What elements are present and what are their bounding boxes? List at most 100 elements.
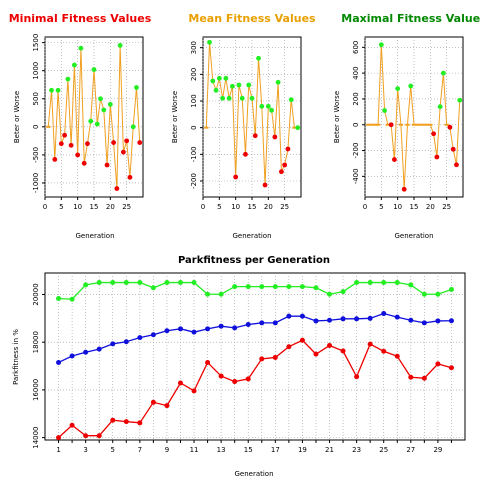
parkfitness-point xyxy=(123,280,129,286)
parkfitness-point xyxy=(394,353,400,359)
max-fitness-y-ticks: -400 -200 0 200 400 600 xyxy=(352,41,365,184)
min-fitness-point xyxy=(137,140,143,145)
max-fitness-point xyxy=(388,122,394,128)
parkfitness-xtick-label: 27 xyxy=(406,446,415,454)
max-fitness-point xyxy=(450,146,456,152)
parkfitness-point xyxy=(299,313,305,319)
mean-fitness-ytick-label: 100 xyxy=(190,94,198,107)
mean-fitness-xtick-label: 5 xyxy=(217,203,221,211)
min-fitness-xtick-label: 10 xyxy=(73,203,82,211)
parkfitness-title: Parkfitness per Generation xyxy=(178,255,330,266)
min-fitness-ytick-label: 0 xyxy=(32,125,40,129)
min-fitness-point xyxy=(117,43,123,48)
min-fitness-ytick-label: -500 xyxy=(32,147,40,163)
mean-fitness-point xyxy=(213,87,219,93)
parkfitness-point xyxy=(435,318,441,324)
max-fitness-xtick-label: 25 xyxy=(442,203,451,211)
parkfitness-point xyxy=(232,284,238,290)
mean-fitness-point xyxy=(292,126,297,129)
max-fitness-point xyxy=(457,97,463,103)
parkfitness-point xyxy=(327,317,333,323)
max-fitness-point xyxy=(444,123,449,126)
max-fitness-xtick-label: 0 xyxy=(363,203,367,211)
parkfitness-point xyxy=(110,417,116,423)
parkfitness-point xyxy=(381,311,387,317)
mean-fitness-point xyxy=(243,151,248,157)
mean-fitness-point xyxy=(265,103,271,109)
max-fitness-point xyxy=(385,123,391,126)
min-fitness-xtick-label: 5 xyxy=(59,203,63,211)
parkfitness-point xyxy=(367,315,373,321)
max-fitness-point xyxy=(441,70,446,76)
min-fitness-point xyxy=(94,121,100,127)
min-fitness-line xyxy=(47,45,141,189)
parkfitness-series-line xyxy=(58,281,452,300)
parkfitness-point xyxy=(83,349,89,355)
mean-fitness-gridlines xyxy=(202,37,301,197)
parkfitness-point xyxy=(259,356,265,362)
mean-fitness-point xyxy=(288,97,294,103)
parkfitness-point xyxy=(408,374,414,380)
mean-fitness-point xyxy=(223,75,229,81)
min-fitness-point xyxy=(104,162,110,168)
max-fitness-markers xyxy=(366,42,463,192)
min-fitness-point xyxy=(72,62,77,68)
parkfitness-point xyxy=(272,354,278,360)
min-fitness-y-label: Beter or Worse xyxy=(13,91,21,143)
mean-fitness-ytick-label: 200 xyxy=(190,68,198,81)
max-fitness-ytick-label: -400 xyxy=(352,168,360,184)
parkfitness-x-ticks: 1 3 5 7 9 11 13 15 17 19 21 23 25 27 29 xyxy=(56,440,452,454)
parkfitness-point xyxy=(69,422,75,428)
min-fitness-point xyxy=(46,125,51,128)
max-fitness-x-label: Generation xyxy=(394,232,433,240)
parkfitness-xtick-label: 13 xyxy=(217,446,226,454)
max-fitness-point xyxy=(447,124,453,130)
parkfitness-plot-area xyxy=(44,272,466,441)
parkfitness-point xyxy=(313,351,319,357)
max-fitness-point xyxy=(382,108,387,113)
parkfitness-point xyxy=(448,318,454,324)
min-fitness-x-label: Generation xyxy=(75,232,114,240)
min-fitness-point xyxy=(75,152,81,158)
mean-fitness-point xyxy=(285,146,291,152)
parkfitness-point xyxy=(137,280,143,286)
mean-fitness-point xyxy=(230,83,235,89)
min-fitness-point xyxy=(101,107,107,113)
parkfitness-point xyxy=(150,399,156,405)
parkfitness-point xyxy=(245,376,251,382)
parkfitness-point xyxy=(421,320,427,326)
min-fitness-point xyxy=(52,156,58,162)
mean-fitness-point xyxy=(246,82,252,88)
parkfitness-point xyxy=(177,280,183,286)
mean-fitness-xtick-label: 0 xyxy=(201,203,205,211)
parkfitness-xtick-label: 23 xyxy=(352,446,361,454)
mean-fitness-y-ticks: -200 -100 0 100 200 300 xyxy=(190,41,203,189)
parkfitness-point xyxy=(232,379,238,385)
parkfitness-xtick-label: 15 xyxy=(244,446,253,454)
parkfitness-point xyxy=(448,365,454,371)
max-fitness-point xyxy=(375,123,381,126)
parkfitness-point xyxy=(123,419,129,425)
mean-fitness-x-ticks: 0 5 10 15 20 25 xyxy=(201,197,289,211)
mean-fitness-point xyxy=(233,174,239,180)
max-fitness-point xyxy=(392,157,397,162)
mean-fitness-point xyxy=(236,82,242,88)
parkfitness-xtick-label: 3 xyxy=(83,446,87,454)
min-fitness-ytick-label: 500 xyxy=(32,92,40,105)
mean-fitness-ytick-label: 300 xyxy=(190,41,198,54)
parkfitness-point xyxy=(56,359,62,365)
parkfitness-point xyxy=(205,291,211,297)
min-fitness-point xyxy=(111,140,116,145)
parkfitness-point xyxy=(177,326,183,332)
mean-fitness-x-label: Generation xyxy=(232,232,271,240)
mean-fitness-y-label: Beter or Worse xyxy=(171,91,179,143)
parkfitness-point xyxy=(245,284,251,290)
mean-fitness-point xyxy=(216,75,222,81)
parkfitness-point xyxy=(83,282,89,288)
max-fitness-point xyxy=(431,131,436,137)
parkfitness-point xyxy=(218,291,224,297)
max-fitness-point xyxy=(378,42,384,48)
min-fitness-point xyxy=(78,45,84,51)
parkfitness-point xyxy=(435,291,441,297)
min-fitness-point xyxy=(107,101,113,107)
